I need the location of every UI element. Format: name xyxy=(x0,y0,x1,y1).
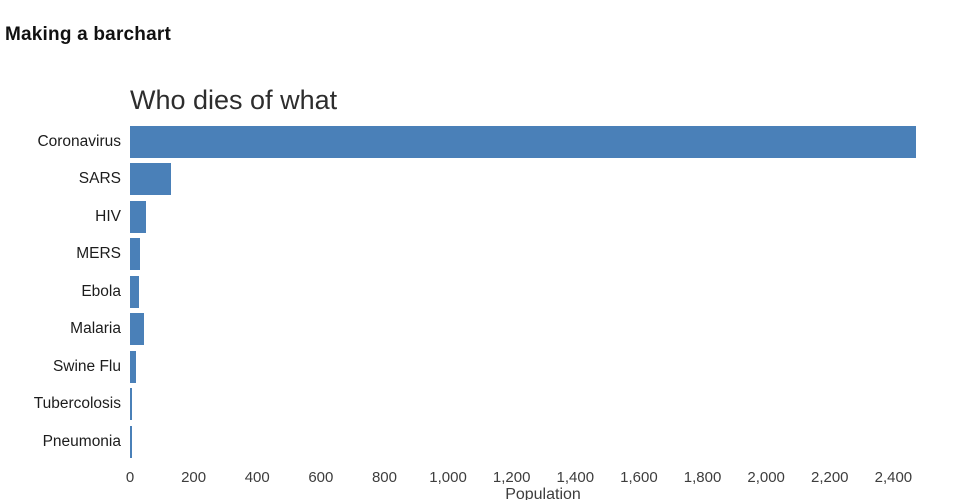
category-label: Malaria xyxy=(70,320,121,338)
x-tick-label: 200 xyxy=(181,469,207,486)
x-tick-label: 400 xyxy=(244,469,270,486)
chart-title: Who dies of what xyxy=(130,85,338,115)
bar xyxy=(130,275,139,308)
category-label: Pneumonia xyxy=(42,432,121,450)
bar-row: Ebola xyxy=(0,273,960,311)
x-tick-label: 600 xyxy=(308,469,334,486)
category-label: Swine Flu xyxy=(52,357,121,375)
bar-track xyxy=(130,123,960,161)
x-tick-label: 800 xyxy=(371,469,397,486)
x-tick-label: 1,600 xyxy=(620,469,658,486)
bar xyxy=(130,388,132,421)
bar xyxy=(130,425,132,458)
bar xyxy=(130,350,136,383)
bar-row: Pneumonia xyxy=(0,423,960,461)
bar xyxy=(130,163,172,196)
bar-row: SARS xyxy=(0,161,960,199)
bar-track xyxy=(130,161,960,199)
category-label: Coronavirus xyxy=(37,132,121,150)
x-tick-label: 0 xyxy=(125,469,135,486)
x-tick-label: 1,000 xyxy=(429,469,467,486)
bar xyxy=(130,313,145,346)
x-tick-label: 2,200 xyxy=(810,469,849,486)
x-tick-label: 2,000 xyxy=(747,469,785,486)
bar-track xyxy=(130,386,960,424)
bar-row: HIV xyxy=(0,198,960,236)
x-tick-label: 2,400 xyxy=(874,469,913,486)
x-axis: 0 200 400 600 800 1,000 1,200 1,400 1,600 1,800 2,… xyxy=(0,469,960,489)
category-label: SARS xyxy=(78,170,121,188)
category-label: MERS xyxy=(76,245,121,263)
bar-row: Coronavirus xyxy=(0,123,960,161)
category-label: Tubercolosis xyxy=(33,395,121,413)
bar-track xyxy=(130,236,960,274)
page-title: Making a barchart xyxy=(5,24,172,45)
x-tick-label: 1,200 xyxy=(492,469,531,486)
bar-row: MERS xyxy=(0,236,960,274)
x-tick-label: 1,400 xyxy=(556,469,595,486)
bar-track xyxy=(130,273,960,311)
bar-track xyxy=(130,198,960,236)
bar-track xyxy=(130,348,960,386)
plot-area: Coronavirus SARS HIV MERS Ebola Malaria Swine … xyxy=(0,123,960,461)
bar-track xyxy=(130,423,960,461)
category-label: HIV xyxy=(95,207,121,225)
bar-row: Tubercolosis xyxy=(0,386,960,424)
bar-track xyxy=(130,311,960,349)
x-tick-label: 1,800 xyxy=(683,469,722,486)
bar-row: Swine Flu xyxy=(0,348,960,386)
bar xyxy=(130,238,140,271)
bar-row: Malaria xyxy=(0,311,960,349)
x-axis-label: Population xyxy=(505,486,581,500)
bar xyxy=(130,125,916,158)
category-label: Ebola xyxy=(81,282,121,300)
bar xyxy=(130,200,146,233)
